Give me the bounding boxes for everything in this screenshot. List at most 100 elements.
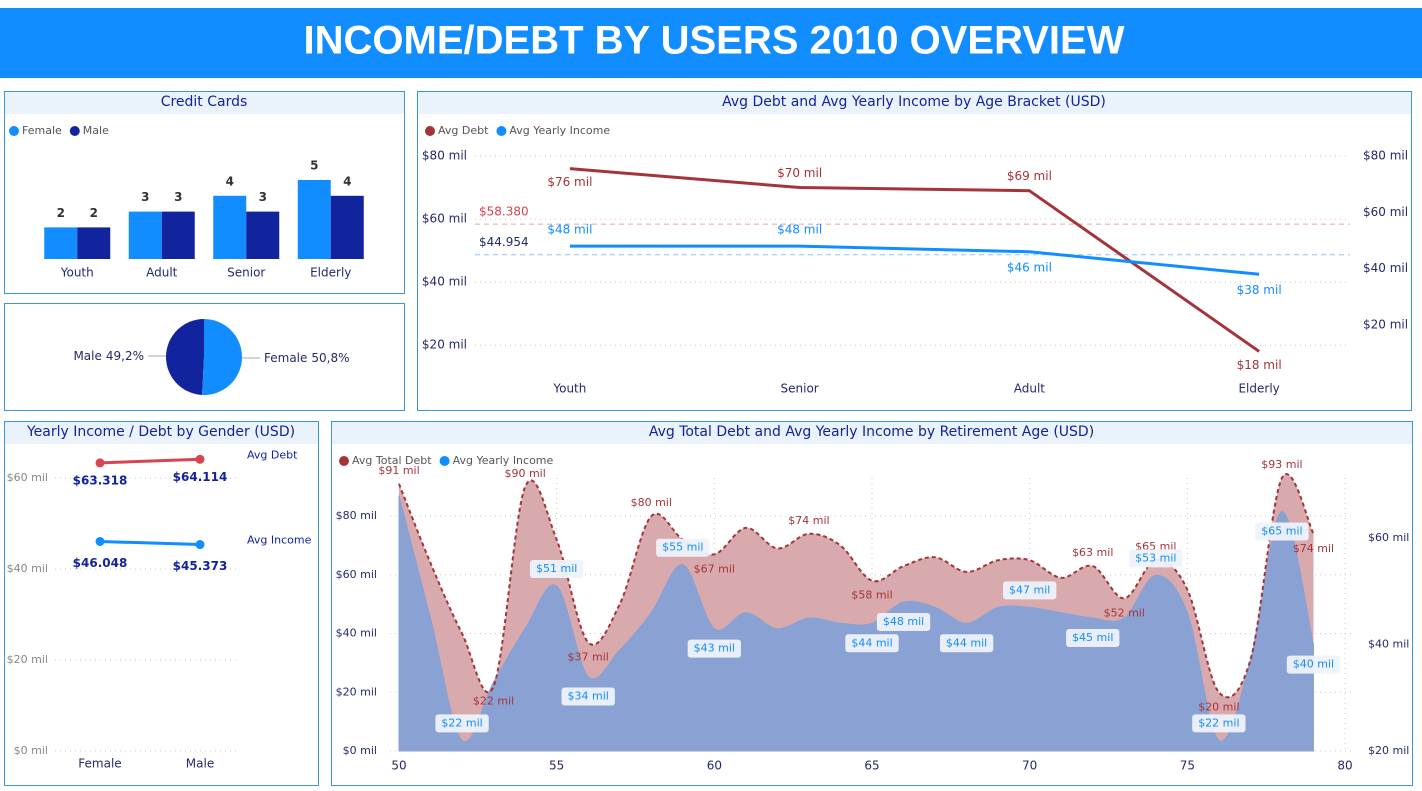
series-line <box>569 167 1260 353</box>
data-label: $43 mil <box>694 642 735 655</box>
data-label: $48 mil <box>777 223 822 237</box>
y-tick-label: $0 mil <box>343 744 377 757</box>
data-label: 5 <box>310 159 318 173</box>
label-box <box>561 687 615 706</box>
x-tick-label: Senior <box>227 266 265 280</box>
data-label: $93 mil <box>1261 458 1302 471</box>
data-label: $48 mil <box>547 223 592 237</box>
point <box>95 458 105 468</box>
data-label: $44 mil <box>946 636 987 649</box>
point <box>95 536 105 546</box>
x-tick-label: 75 <box>1180 759 1195 773</box>
data-label: $44 mil <box>851 636 892 649</box>
y-tick-label: $60 mil <box>7 471 48 484</box>
y2-tick-label: $40 mil <box>1363 261 1408 275</box>
panel-title-bar <box>418 92 1411 114</box>
legend-label: Avg Yearly Income <box>453 454 554 467</box>
series-line <box>398 473 1315 699</box>
panel-title: Avg Debt and Avg Yearly Income by Age Br… <box>722 94 1106 110</box>
y2-tick-label: $20 mil <box>1368 744 1409 757</box>
header-bar <box>0 8 1422 78</box>
pie-slice <box>202 319 243 396</box>
x-tick-label: Female <box>78 757 121 771</box>
label-box <box>530 560 584 579</box>
pie-label: Male 49,2% <box>73 349 144 363</box>
panel-title: Avg Total Debt and Avg Yearly Income by … <box>649 424 1094 440</box>
panel-title: Credit Cards <box>161 94 248 110</box>
y-tick-label: $0 mil <box>14 744 48 757</box>
data-label: $76 mil <box>547 175 592 189</box>
bar <box>246 211 280 259</box>
label-box <box>1003 581 1057 600</box>
bar <box>77 227 111 259</box>
panel <box>4 91 405 294</box>
series-label: Avg Income <box>247 534 312 547</box>
data-label: 2 <box>57 206 65 220</box>
data-label: 4 <box>343 174 351 188</box>
data-label: $46 mil <box>1007 260 1052 274</box>
data-label: $74 mil <box>1293 542 1334 555</box>
x-tick-label: 65 <box>864 759 879 773</box>
legend-label: Female <box>22 124 62 137</box>
pie-label-value: 49,2% <box>106 349 144 363</box>
y-tick-label: $60 mil <box>422 212 467 226</box>
series-label: Avg Debt <box>247 448 298 461</box>
x-tick-label: 60 <box>707 759 722 773</box>
data-label: $67 mil <box>694 562 735 575</box>
data-label: $52 mil <box>1104 606 1145 619</box>
data-label: $46.048 <box>73 556 128 570</box>
data-label: $69 mil <box>1007 169 1052 183</box>
series-line <box>99 457 201 465</box>
legend-marker <box>69 126 80 136</box>
label-box <box>687 639 741 658</box>
data-label: $48 mil <box>883 615 924 628</box>
panel-title-bar <box>5 422 318 444</box>
y-tick-label: $40 mil <box>336 627 377 640</box>
x-tick-label: Senior <box>781 382 819 396</box>
label-box <box>1192 714 1246 733</box>
legend-marker <box>9 126 19 136</box>
data-label: $51 mil <box>536 562 577 575</box>
data-label: $70 mil <box>777 166 822 180</box>
data-label: $74 mil <box>788 514 829 527</box>
data-label: $58 mil <box>851 589 892 602</box>
data-label: 3 <box>141 190 149 204</box>
legend-marker <box>439 456 450 466</box>
x-tick-label: Elderly <box>1238 382 1279 396</box>
data-label: $91 mil <box>378 464 419 477</box>
point <box>195 540 205 550</box>
data-label: $45 mil <box>1072 631 1113 644</box>
legend-label: Avg Total Debt <box>352 454 432 467</box>
data-label: $53 mil <box>1135 551 1176 564</box>
pie-label-category: Female <box>264 350 307 364</box>
x-tick-label: Youth <box>60 266 94 280</box>
data-label: $55 mil <box>662 541 703 554</box>
bar <box>213 195 247 259</box>
x-tick-label: 55 <box>549 759 564 773</box>
data-label: 2 <box>90 206 98 220</box>
data-label: $38 mil <box>1237 283 1282 297</box>
pie-slice <box>166 319 204 395</box>
y2-tick-label: $40 mil <box>1368 638 1409 651</box>
x-tick-label: Youth <box>552 382 586 396</box>
x-tick-label: Adult <box>146 266 178 280</box>
x-tick-label: Elderly <box>310 266 351 280</box>
y-tick-label: $20 mil <box>7 653 48 666</box>
label-box <box>656 538 710 557</box>
y-tick-label: $40 mil <box>7 562 48 575</box>
data-label: 3 <box>174 190 182 204</box>
panel-title: Yearly Income / Debt by Gender (USD) <box>26 424 295 440</box>
x-tick-label: Male <box>186 757 214 771</box>
data-label: $40 mil <box>1293 658 1334 671</box>
pie-label: Female 50,8% <box>264 350 350 364</box>
panel <box>4 421 319 786</box>
point <box>195 454 205 464</box>
legend-label: Avg Debt <box>438 124 489 137</box>
reference-label: $44.954 <box>479 235 529 249</box>
bar <box>297 180 331 259</box>
bar <box>161 211 195 259</box>
x-tick-label: 80 <box>1337 759 1352 773</box>
label-box <box>1066 628 1120 647</box>
bar <box>128 211 162 259</box>
